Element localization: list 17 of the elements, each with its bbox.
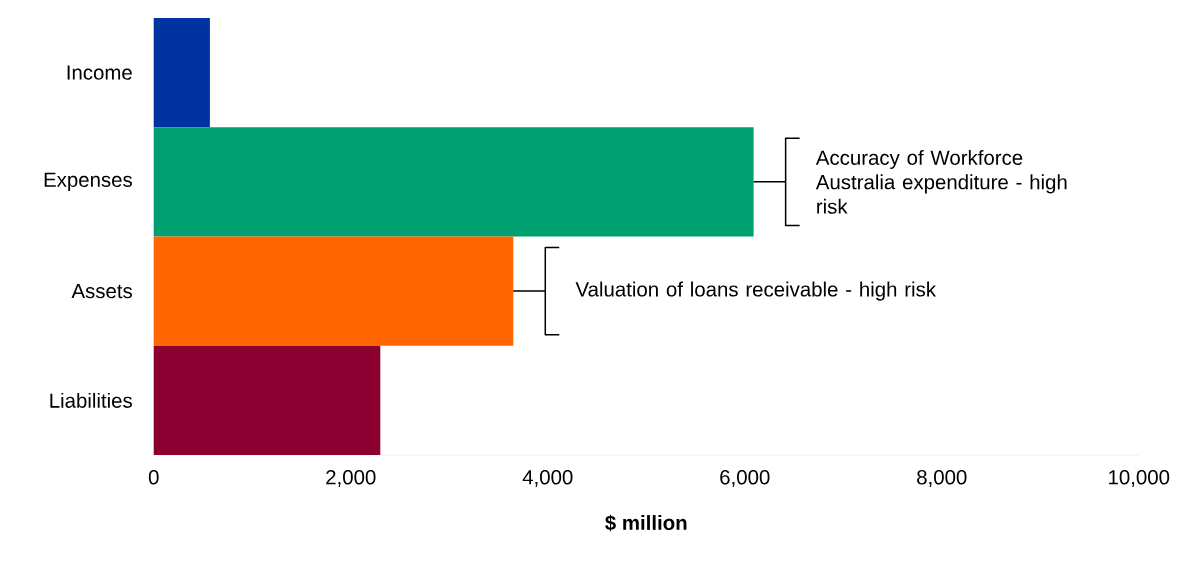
x-tick-label: 0 bbox=[148, 470, 159, 485]
y-tick-label: Assets bbox=[71, 284, 133, 299]
x-tick-label: 2,000 bbox=[326, 470, 376, 487]
bar bbox=[153, 236, 514, 346]
annotation: Accuracy of Workforce Australia expenditure - high risk bbox=[815, 149, 1067, 214]
x-axis-title: $ million bbox=[605, 514, 687, 532]
y-tick-label: Liabilities bbox=[50, 392, 132, 408]
x-tick-label: 6,000 bbox=[720, 470, 770, 487]
y-tick-label: Income bbox=[67, 65, 132, 80]
x-tick-label: 4,000 bbox=[522, 470, 573, 487]
x-tick-label: 10,000 bbox=[1109, 470, 1170, 487]
bar bbox=[153, 127, 754, 237]
x-tick-label: 8,000 bbox=[917, 470, 967, 487]
bar bbox=[153, 18, 210, 128]
y-tick-label: Expenses bbox=[44, 172, 132, 192]
bar bbox=[153, 345, 381, 455]
annotation: Valuation of loans receivable - high risk bbox=[575, 281, 937, 301]
